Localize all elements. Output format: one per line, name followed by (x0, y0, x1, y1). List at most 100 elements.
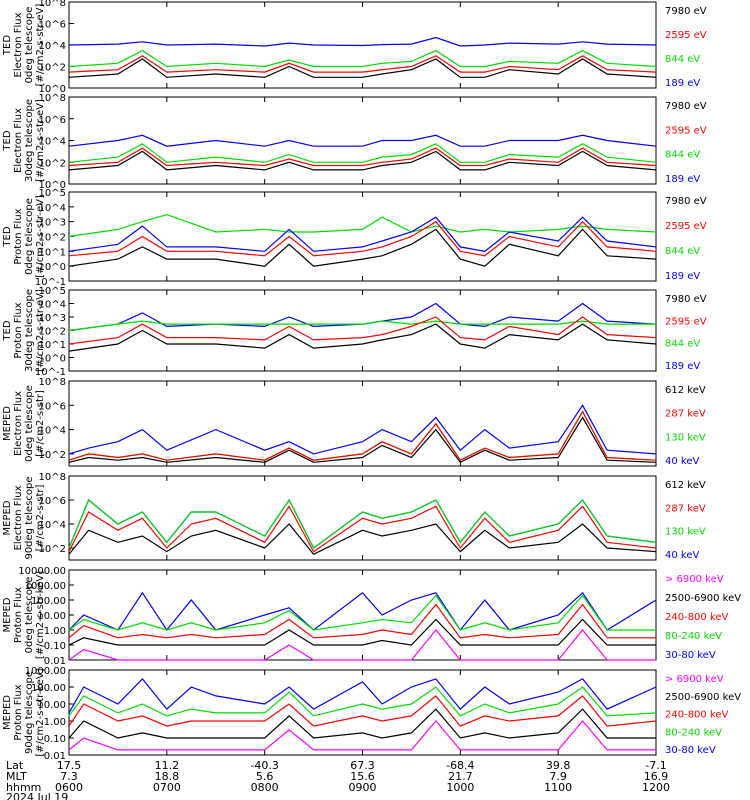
legend-entry: 240-800 keV (665, 612, 729, 623)
y-tick-label: 10^4 (39, 520, 66, 531)
y-tick-label: 10^2 (39, 544, 66, 555)
y-axis-label-line: [#/cm2-s-str] (35, 484, 46, 551)
legend-entry: 844 eV (665, 339, 700, 350)
y-tick-label: 10^0 (39, 354, 66, 365)
series-line-magenta (68, 720, 656, 751)
series-line-black (68, 416, 657, 464)
y-axis-label-line: 0deg telescope (24, 198, 35, 275)
legend-entry: 189 eV (665, 174, 700, 185)
panel-2: 10^0 10^2 10^4 10^6 10^8 TED Electron Flux 30de… (2, 93, 707, 191)
series-line-red (68, 220, 657, 257)
series-line-red (68, 695, 657, 727)
y-tick-label: 0.10 (44, 641, 66, 652)
series-line-magenta (68, 629, 656, 661)
legend-entry: 130 keV (665, 432, 706, 443)
x-axis-tick-label: 67.3 (350, 759, 375, 772)
x-axis-tick-label: 7.9 (549, 770, 567, 783)
y-axis-label-line: [#/cm2-s-str] (35, 390, 46, 457)
x-axis-tick-label: 15.6 (350, 770, 375, 783)
y-tick-label: 100.00 (31, 683, 66, 694)
legend-entry: 612 keV (665, 480, 706, 491)
x-axis-tick-label: 18.8 (155, 770, 180, 783)
y-tick-label: 10^4 (39, 137, 66, 148)
legend-entry: 40 keV (665, 456, 699, 467)
legend-entry: 2595 eV (665, 30, 707, 41)
series-line-green (68, 143, 657, 163)
legend-entry: > 6900 keV (665, 574, 724, 585)
legend-entry: 2500-6900 keV (665, 692, 741, 703)
y-tick-label: 10^2 (39, 327, 66, 338)
panel-1: 10^0 10^2 10^4 10^6 10^8 TED Electron Flux 0deg… (2, 0, 707, 95)
y-tick-label: 0.01 (44, 656, 66, 667)
series-line-red (68, 505, 657, 553)
series-line-blue (68, 36, 657, 47)
y-axis-label-line: Electron Flux (13, 391, 24, 456)
y-tick-label: 10000.00 (18, 566, 66, 577)
xaxis-row-label-hhmm: hhmm (6, 781, 41, 794)
legend-entry: 80-240 keV (665, 727, 722, 738)
y-axis-label-line: Electron Flux (13, 108, 24, 173)
y-axis-label-line: [#/cm2-s-str-eV] (35, 195, 46, 278)
legend-entry: 2595 eV (665, 125, 707, 136)
legend-entry: 189 eV (665, 78, 700, 89)
y-axis-label-line: 90deg telescope (24, 671, 35, 754)
legend-entry: 7980 eV (665, 196, 707, 207)
y-axis-label-line: Proton Flux (13, 684, 24, 740)
y-tick-label: 10^4 (39, 300, 66, 311)
x-axis-tick-label: 5.6 (256, 770, 274, 783)
y-axis-label-line: [#/cm2-s-str-eV] (35, 4, 46, 87)
y-axis-label-line: 90deg telescope (24, 476, 35, 559)
series-line-black (68, 150, 657, 171)
y-tick-label: 10^-1 (35, 367, 66, 378)
series-line-black (68, 523, 657, 556)
series-line-red (68, 316, 657, 345)
legend-entry: 7980 eV (665, 101, 707, 112)
legend-entry: 287 keV (665, 503, 706, 514)
y-tick-label: 1000.00 (25, 666, 66, 677)
xaxis-row-label-mlt: MLT (6, 770, 27, 783)
panel-7: 0.01 0.10 1.00 10.00 100.00 1000.00 10000.00 ME… (2, 566, 741, 667)
series-line-blue (68, 404, 657, 455)
x-axis-tick-label: 16.9 (644, 770, 669, 783)
y-tick-label: 10^6 (39, 115, 66, 126)
legend-entry: 844 eV (665, 246, 700, 257)
y-axis-label-line: [#/cm2-s-str-eV] (35, 99, 46, 182)
legend-entry: 844 eV (665, 54, 700, 65)
y-axis-label-line: TED (2, 320, 13, 341)
legend-entry: 30-80 keV (665, 650, 716, 661)
bottom-axis-labels: Lat MLT hhmm 2024 Jul 19 17.5 11.2 -40.3 67… (6, 759, 670, 800)
y-tick-label: 10^6 (39, 496, 66, 507)
y-axis-label-line: 30deg telescope (24, 99, 35, 182)
y-tick-label: 1.00 (44, 626, 66, 637)
x-axis-tick-label: 11.2 (155, 759, 180, 772)
legend-entry: 7980 eV (665, 294, 707, 305)
panel-3: 10^-1 10^0 10^1 10^2 10^3 10^4 10^5 TED Proton F… (2, 188, 707, 288)
y-axis-label-line: TED (2, 226, 13, 247)
series-line-black (68, 618, 656, 646)
y-axis-label-line: MEPED (2, 500, 13, 535)
y-tick-label: 10^2 (39, 233, 66, 244)
series-line-green (68, 320, 656, 332)
x-axis-tick-label: 0900 (349, 781, 377, 794)
y-tick-label: 10^3 (39, 218, 66, 229)
y-tick-label: 10^6 (39, 401, 66, 412)
series-line-green (68, 498, 657, 549)
x-axis-tick-label: 17.5 (57, 759, 82, 772)
y-axis-label-line: [#/cm2-s-str-eV] (35, 289, 46, 372)
panel-4: 10^-1 10^0 10^1 10^2 10^3 10^4 10^5 TED Proton F… (2, 286, 707, 378)
legend-entry: 189 eV (665, 271, 700, 282)
y-tick-label: 10^1 (39, 247, 66, 258)
series-line-black (68, 323, 657, 352)
series-line-blue (68, 216, 657, 252)
legend-entry: 844 eV (665, 150, 700, 161)
y-tick-label: 10^0 (39, 262, 66, 273)
series-line-green (68, 213, 657, 238)
y-axis-label-line: [#/cm2-s-str-keV] (35, 571, 46, 659)
x-axis-tick-label: 0800 (251, 781, 279, 794)
legend-entry: 2595 eV (665, 221, 707, 232)
y-tick-label: 0.10 (44, 734, 66, 745)
y-axis-label-line: Proton Flux (13, 302, 24, 358)
legend-entry: 7980 eV (665, 6, 707, 17)
y-tick-label: 10.00 (37, 700, 66, 711)
